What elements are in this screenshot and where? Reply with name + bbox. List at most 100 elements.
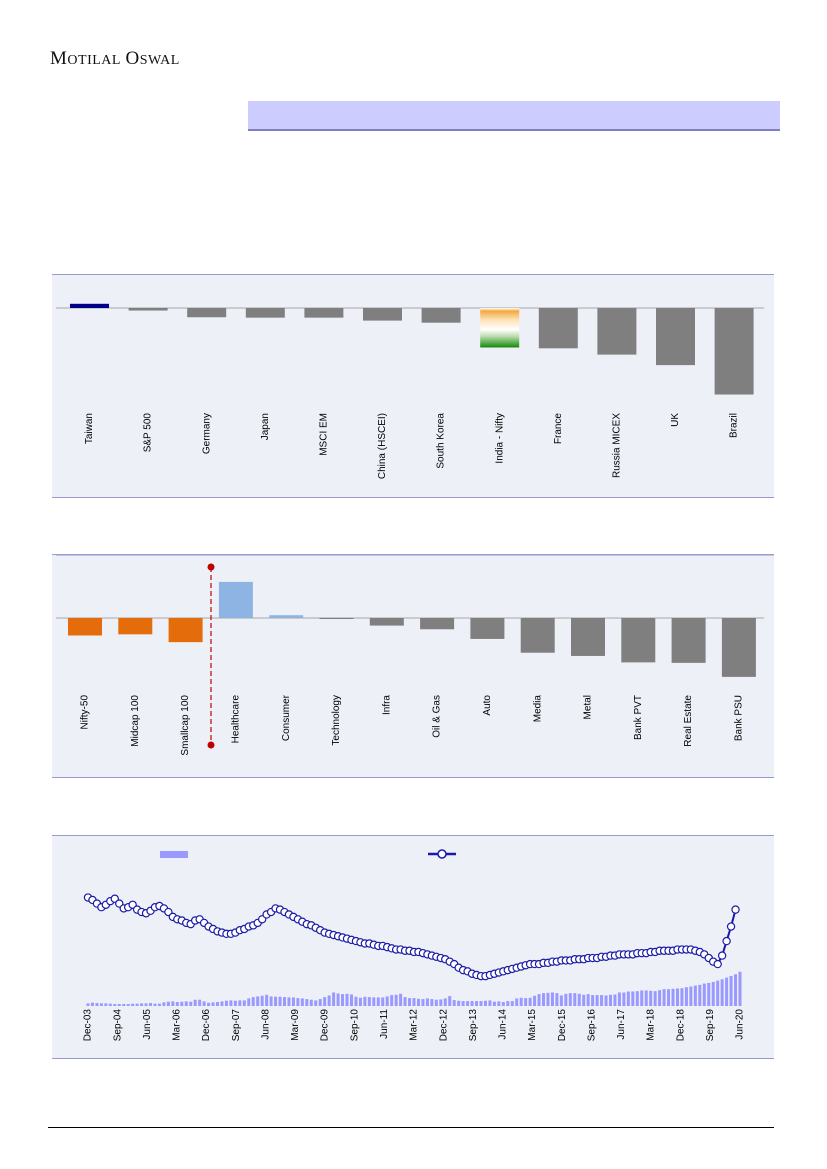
chart1-bar [128,308,168,311]
chart3-bar [211,1002,215,1006]
chart3-bar [434,999,438,1006]
chart2-category-label: Bank PVT [633,695,644,740]
chart3-bar [367,997,371,1006]
chart2-bar [218,581,253,618]
chart3-x-tick-label: Sep-13 [468,1009,479,1042]
chart2-bar [520,618,555,653]
chart3-bar [559,995,563,1006]
chart3-bar [416,998,420,1006]
chart3-bar [327,995,331,1006]
chart3-bar [242,1000,246,1006]
chart3-bar [573,993,577,1006]
chart3-bar [439,999,443,1006]
chart3-x-tick-label: Jun-14 [498,1009,509,1040]
chart3-bar [425,998,429,1006]
chart3-bar [95,1003,99,1006]
chart3-bar [184,1001,188,1006]
chart3-bar [461,1001,465,1006]
chart3-bar [193,999,197,1006]
chart1-category-label: MSCI EM [319,413,330,456]
chart3-point [713,959,722,969]
chart2-category-label: Infra [381,695,392,715]
chart3-x-tick-label: Dec-15 [557,1009,568,1042]
chart3-bar [363,996,367,1006]
chart2-bar [470,618,505,639]
chart3-bar [577,993,581,1006]
chart3-bar [166,1001,170,1006]
chart3-bar [506,1001,510,1006]
section-header-bar [248,101,780,131]
chart3-bar [269,996,273,1006]
chart1-category-label: Russia MICEX [612,413,623,478]
chart3-bar [555,993,559,1006]
chart3-bar [345,993,349,1006]
chart3-bar [689,986,693,1006]
chart1-bar [480,308,520,348]
chart3-bar [399,993,403,1006]
chart3-bar [385,996,389,1006]
chart2-bar [118,618,153,635]
chart3-x-tick-label: Jun-11 [379,1009,390,1039]
chart3-x-tick-label: Sep-07 [231,1009,242,1042]
chart3-bar [99,1003,103,1006]
chart3-bar [372,997,376,1006]
chart3-x-tick-label: Mar-09 [290,1009,301,1041]
chart3-bar [475,1001,479,1006]
chart3-bar [144,1003,148,1006]
chart3-bar [684,987,688,1006]
chart3-bar [180,1001,184,1006]
chart3-bar [466,1001,470,1006]
chart3-point [722,936,731,946]
chart3-x-tick-label: Mar-06 [172,1009,183,1041]
chart2-category-label: Consumer [281,694,292,741]
chart3-bar [153,1003,157,1006]
chart3-bar [274,996,278,1006]
chart3-bar [314,1000,318,1006]
chart3-bar [729,975,733,1006]
chart3-bar [667,989,671,1006]
legend-bar-swatch [160,851,188,858]
chart2-divider-bottom-dot [207,741,215,749]
chart3-bar [376,997,380,1006]
chart1-category-label: China (HSCEI) [377,413,388,479]
chart3-bar [207,1002,211,1006]
chart3-bar [653,991,657,1006]
chart3-bar [175,1002,179,1006]
chart2-bar [319,618,354,619]
chart3-bar [390,995,394,1006]
chart3-bar [497,1001,501,1006]
chart-panel-sectors: Nifty-50 Midcap 100 Smallcap 100 Healthcare… [52,554,774,778]
chart3-bar [108,1003,112,1006]
chart2-bar [671,618,706,663]
chart3-bar [693,985,697,1006]
chart3-bar [216,1002,220,1006]
chart3-bar [430,999,434,1006]
brand-rest-2: SWAL [139,53,180,68]
chart3-bar [738,971,742,1006]
chart3-bar [162,1002,166,1006]
chart2-category-label: Auto [482,695,493,716]
chart3-x-tick-label: Sep-04 [112,1009,123,1042]
chart2-category-label: Nifty-50 [80,695,91,730]
chart3-bar [613,994,617,1006]
chart3-bar [202,1001,206,1006]
chart3-bar [550,992,554,1006]
sector-performance-chart: Nifty-50 Midcap 100 Smallcap 100 Healthcare… [56,555,774,756]
chart3-x-tick-label: Sep-19 [705,1009,716,1042]
chart3-point [731,905,740,914]
chart3-bar [483,1000,487,1006]
chart3-bar [702,983,706,1006]
chart3-bar [515,998,519,1006]
chart2-bar [420,618,455,630]
legend-line-marker [437,849,447,859]
chart3-bar [617,992,621,1006]
chart1-category-label: India - Nifty [494,413,505,464]
chart3-bar [300,998,304,1006]
brand-logo: MOTILAL OSWAL [50,48,180,70]
chart2-bar [571,618,605,656]
chart3-bar [287,997,291,1006]
chart3-x-tick-label: Dec-06 [201,1009,212,1042]
chart3-bar [622,992,626,1006]
chart3-bar [408,998,412,1006]
chart1-category-label: Brazil [729,413,740,438]
